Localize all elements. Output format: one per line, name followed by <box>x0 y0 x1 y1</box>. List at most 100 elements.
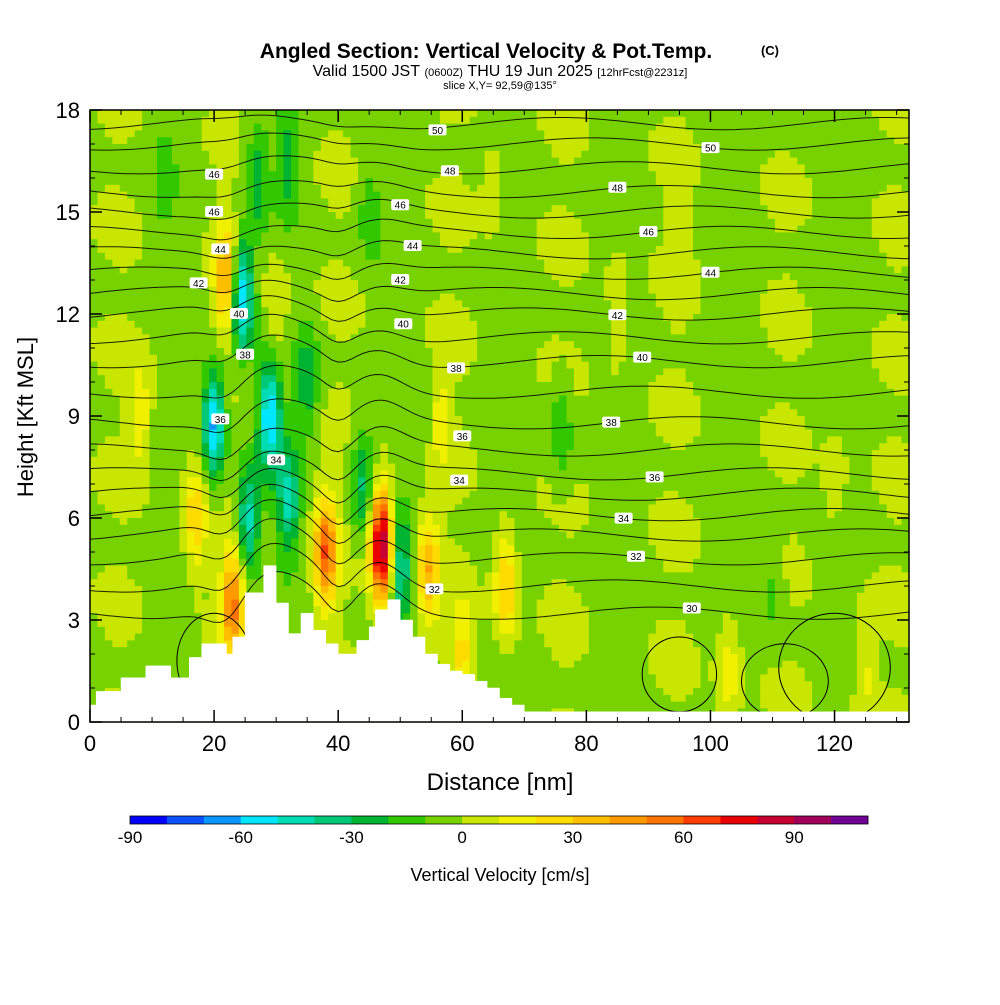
velocity-cell <box>186 341 195 349</box>
velocity-cell <box>387 341 396 349</box>
velocity-cell <box>90 239 99 247</box>
velocity-cell <box>97 191 106 199</box>
velocity-cell <box>90 660 99 669</box>
velocity-cell <box>365 368 374 376</box>
velocity-cell <box>365 524 374 533</box>
velocity-cell <box>335 137 344 145</box>
velocity-cell <box>439 647 448 655</box>
velocity-cell <box>402 409 411 417</box>
velocity-cell <box>179 178 188 186</box>
velocity-cell <box>447 110 456 118</box>
velocity-cell <box>134 497 143 505</box>
velocity-cell <box>164 388 173 397</box>
velocity-cell <box>97 280 106 288</box>
velocity-cell <box>209 232 218 240</box>
velocity-cell <box>410 565 419 573</box>
velocity-cell <box>164 592 173 601</box>
velocity-cell <box>402 402 411 410</box>
velocity-cell <box>90 354 99 363</box>
velocity-cell <box>209 497 218 505</box>
velocity-cell <box>417 395 426 403</box>
velocity-cell <box>149 123 158 131</box>
velocity-cell <box>492 524 501 533</box>
velocity-cell <box>432 538 441 546</box>
velocity-cell <box>291 484 300 492</box>
velocity-cell <box>119 572 128 580</box>
velocity-cell <box>492 164 501 172</box>
velocity-cell <box>417 511 426 519</box>
velocity-cell <box>477 300 486 308</box>
velocity-cell <box>171 470 180 478</box>
velocity-cell <box>328 456 337 465</box>
velocity-cell <box>134 647 143 655</box>
velocity-cell <box>194 382 203 390</box>
velocity-cell <box>90 633 99 641</box>
velocity-cell <box>365 409 374 417</box>
velocity-cell <box>246 164 255 172</box>
velocity-cell <box>171 144 180 152</box>
velocity-cell <box>469 110 478 118</box>
velocity-cell <box>253 552 262 560</box>
velocity-cell <box>112 110 121 118</box>
velocity-cell <box>298 599 307 607</box>
velocity-cell <box>402 436 411 444</box>
velocity-cell <box>462 592 471 601</box>
velocity-cell <box>313 395 322 403</box>
velocity-cell <box>246 150 255 159</box>
velocity-cell <box>454 552 463 560</box>
velocity-cell <box>179 436 188 444</box>
velocity-cell <box>276 218 285 227</box>
velocity-cell <box>97 341 106 349</box>
velocity-cell <box>104 538 113 546</box>
velocity-cell <box>268 218 277 227</box>
velocity-cell <box>395 504 404 512</box>
velocity-cell <box>320 266 329 274</box>
velocity-cell <box>283 273 292 281</box>
velocity-cell <box>484 422 493 431</box>
velocity-cell <box>246 184 255 193</box>
velocity-cell <box>261 497 270 505</box>
velocity-cell <box>484 382 493 390</box>
velocity-cell <box>447 273 456 281</box>
velocity-cell <box>179 184 188 193</box>
velocity-cell <box>484 252 493 261</box>
velocity-cell <box>127 314 136 322</box>
velocity-cell <box>224 280 233 288</box>
velocity-cell <box>201 218 210 227</box>
velocity-cell <box>454 660 463 669</box>
velocity-cell <box>127 171 136 179</box>
velocity-cell <box>365 198 374 206</box>
velocity-cell <box>157 293 166 301</box>
velocity-cell <box>142 565 151 573</box>
velocity-cell <box>253 307 262 315</box>
velocity-cell <box>313 205 322 213</box>
velocity-cell <box>186 218 195 227</box>
velocity-cell <box>358 497 367 505</box>
velocity-cell <box>484 144 493 152</box>
velocity-cell <box>387 409 396 417</box>
velocity-cell <box>224 110 233 118</box>
velocity-cell <box>439 137 448 145</box>
velocity-cell <box>134 361 143 369</box>
velocity-cell <box>425 164 434 172</box>
velocity-cell <box>97 654 106 662</box>
velocity-cell <box>402 266 411 274</box>
velocity-cell <box>410 266 419 274</box>
velocity-cell <box>231 191 240 199</box>
velocity-cell <box>402 613 411 621</box>
velocity-cell <box>454 606 463 614</box>
velocity-cell <box>134 463 143 471</box>
velocity-cell <box>216 239 225 247</box>
velocity-cell <box>439 320 448 329</box>
velocity-cell <box>477 178 486 186</box>
velocity-cell <box>477 450 486 458</box>
velocity-cell <box>276 327 285 335</box>
velocity-cell <box>462 463 471 471</box>
velocity-cell <box>231 198 240 206</box>
velocity-cell <box>238 484 247 492</box>
velocity-cell <box>499 327 508 335</box>
velocity-cell <box>157 395 166 403</box>
velocity-cell <box>439 300 448 308</box>
velocity-cell <box>350 307 359 315</box>
velocity-cell <box>216 456 225 465</box>
